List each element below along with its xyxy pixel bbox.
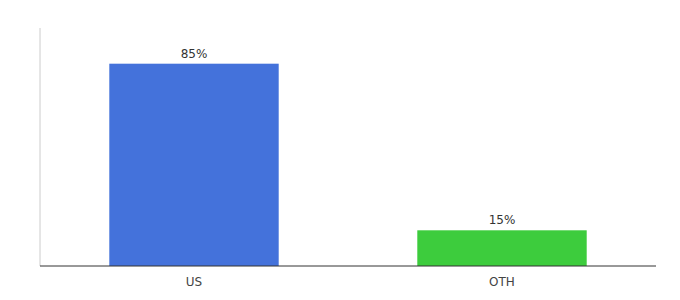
x-tick-labels: US OTH: [186, 275, 515, 289]
bar: [417, 230, 586, 266]
y-axis-line: [40, 28, 41, 266]
bars: [109, 64, 586, 266]
chart-container: 85% 15% US OTH: [0, 0, 680, 300]
x-axis-line: [40, 266, 656, 267]
x-tick-label: US: [186, 275, 202, 289]
data-label: 85%: [181, 47, 208, 61]
data-label: 15%: [489, 213, 516, 227]
data-labels: 85% 15%: [181, 47, 516, 228]
bar: [109, 64, 278, 266]
x-tick-label: OTH: [489, 275, 515, 289]
chart-svg: 85% 15% US OTH: [0, 0, 680, 300]
